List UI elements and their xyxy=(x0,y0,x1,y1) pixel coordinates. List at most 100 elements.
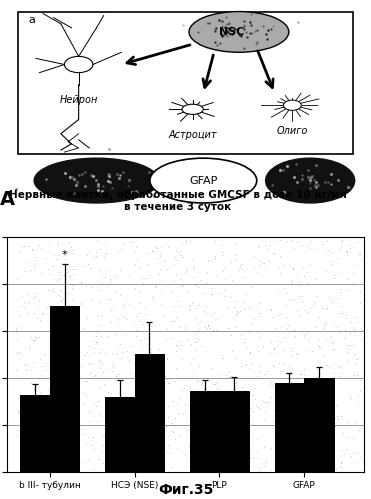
Point xyxy=(113,330,119,338)
Point xyxy=(275,447,281,455)
Point xyxy=(196,301,202,309)
Point xyxy=(244,388,250,396)
Point xyxy=(27,366,33,374)
Point xyxy=(125,452,131,460)
Point xyxy=(23,425,29,433)
Point xyxy=(220,354,226,362)
Point xyxy=(280,346,286,354)
Point xyxy=(357,299,363,307)
Point xyxy=(69,264,75,272)
Point xyxy=(301,452,306,460)
Point xyxy=(232,354,238,362)
Point xyxy=(339,237,345,245)
Point xyxy=(237,263,243,271)
Point xyxy=(94,236,100,244)
Point xyxy=(111,409,116,417)
Point xyxy=(193,313,199,321)
Point xyxy=(268,306,274,314)
Point xyxy=(158,412,164,420)
Point xyxy=(85,359,91,367)
Point xyxy=(256,404,262,412)
Point xyxy=(351,279,357,287)
Point xyxy=(354,317,360,325)
Point xyxy=(361,395,367,403)
Point xyxy=(45,386,50,394)
Point xyxy=(357,250,362,258)
Point xyxy=(174,256,180,264)
Point xyxy=(159,276,165,284)
Point xyxy=(70,270,76,278)
Point xyxy=(95,397,101,405)
Point xyxy=(316,312,322,320)
Point xyxy=(142,422,148,430)
Point xyxy=(352,326,358,334)
Point xyxy=(268,305,274,313)
Point xyxy=(298,450,304,458)
Point xyxy=(135,263,141,271)
Point xyxy=(299,411,305,419)
Point xyxy=(35,465,41,473)
Point xyxy=(21,242,27,250)
Point xyxy=(205,256,211,264)
Point xyxy=(146,450,152,458)
Point xyxy=(292,454,298,462)
Point xyxy=(58,286,63,294)
Point xyxy=(87,369,93,377)
Point xyxy=(106,365,112,373)
Point xyxy=(231,393,237,401)
Point xyxy=(240,421,246,429)
Point xyxy=(87,360,93,368)
Point xyxy=(305,308,311,316)
Point xyxy=(327,294,333,302)
Point xyxy=(196,413,201,421)
Point xyxy=(324,427,330,435)
Point xyxy=(177,337,183,345)
Point xyxy=(283,237,289,245)
Point xyxy=(294,238,300,246)
Point xyxy=(200,405,206,413)
Point xyxy=(337,287,343,295)
Point xyxy=(101,380,107,388)
Point xyxy=(167,379,173,387)
Point xyxy=(322,463,328,471)
Point xyxy=(343,446,349,454)
Point xyxy=(289,378,295,386)
Point xyxy=(83,377,89,385)
Point xyxy=(315,356,321,364)
Point xyxy=(305,241,311,249)
Point xyxy=(297,370,303,378)
Point xyxy=(294,375,300,383)
Point xyxy=(67,274,73,282)
Point xyxy=(285,450,291,458)
Point xyxy=(49,287,55,295)
Point xyxy=(256,257,262,265)
Point xyxy=(297,281,303,289)
Point xyxy=(19,292,24,300)
Point xyxy=(282,369,288,377)
Point xyxy=(302,306,308,314)
Point xyxy=(323,305,329,313)
Point xyxy=(257,311,263,319)
Point xyxy=(295,271,301,279)
Point xyxy=(141,429,147,437)
Point xyxy=(100,441,106,449)
Point xyxy=(187,383,193,391)
Point xyxy=(255,304,261,312)
Point xyxy=(140,279,146,287)
Point xyxy=(329,249,335,256)
Text: Астроцит: Астроцит xyxy=(168,130,217,140)
Point xyxy=(33,289,39,297)
Point xyxy=(152,356,158,364)
Point xyxy=(117,442,123,450)
Point xyxy=(101,252,107,260)
Point xyxy=(187,305,193,313)
Point xyxy=(324,361,330,369)
Point xyxy=(73,359,79,367)
Point xyxy=(278,236,283,244)
Point xyxy=(78,278,84,286)
Point xyxy=(219,447,225,455)
Point xyxy=(229,347,235,355)
Point xyxy=(164,354,170,362)
Point xyxy=(354,238,360,246)
Point xyxy=(51,336,57,344)
